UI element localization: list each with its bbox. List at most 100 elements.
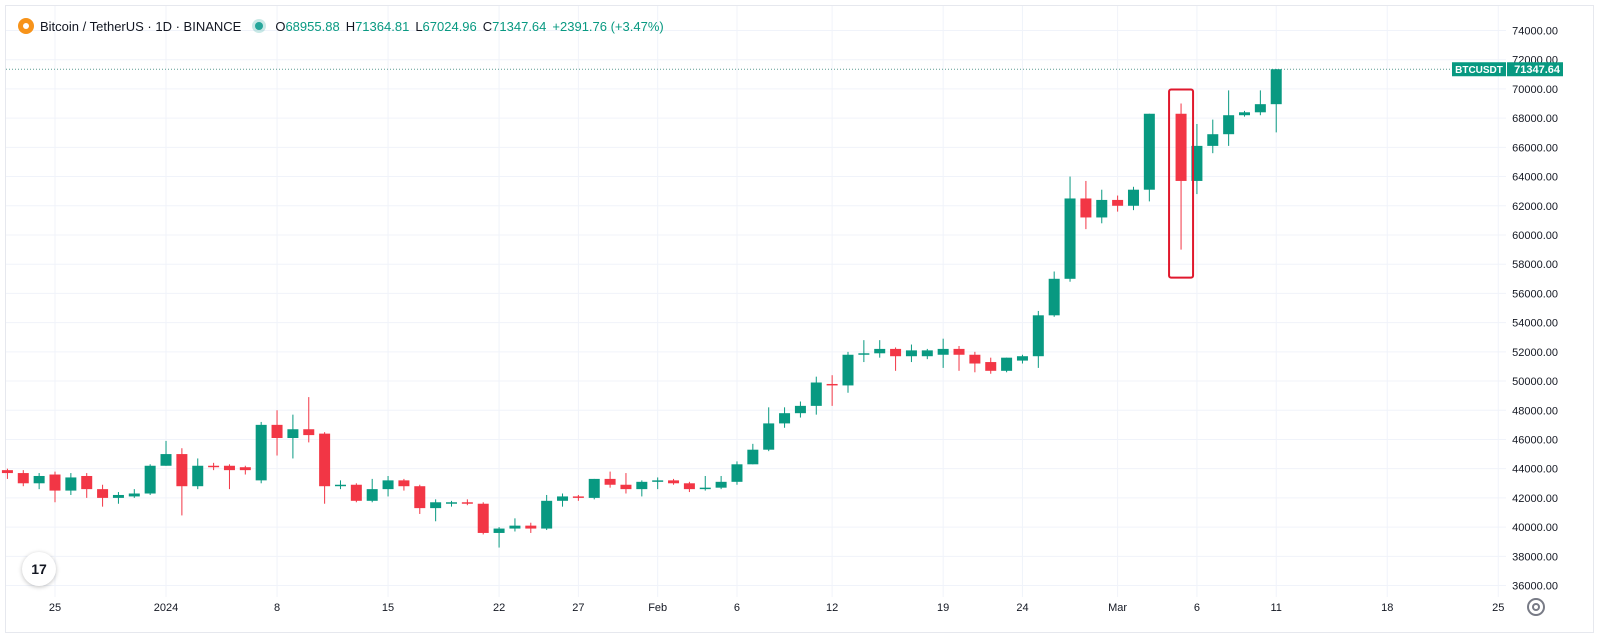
candle-up: [446, 502, 457, 504]
candle-down: [97, 489, 109, 498]
price-tag-symbol: BTCUSDT: [1455, 65, 1503, 76]
candle-up: [921, 350, 933, 357]
tradingview-logo-icon[interactable]: 17: [22, 552, 56, 586]
candle-up: [715, 481, 727, 488]
candle-up: [1254, 104, 1266, 113]
candle-up: [255, 424, 267, 481]
candle-up: [747, 449, 759, 465]
candle-up: [1064, 198, 1076, 279]
candle-up: [334, 484, 346, 487]
close-key: C: [482, 18, 493, 34]
price-tag-symbol-bg: [1452, 62, 1506, 77]
candle-up: [366, 489, 378, 501]
candle-down: [1, 470, 13, 474]
candle-up: [1016, 356, 1028, 361]
candle-down: [985, 362, 997, 371]
candle-up: [636, 481, 648, 490]
y-tick-label: 74000.00: [1512, 26, 1558, 38]
candle-up: [874, 348, 886, 354]
symbol-title[interactable]: Bitcoin / TetherUS · 1D · BINANCE: [40, 18, 242, 34]
x-tick-label: 18: [1381, 602, 1393, 614]
candle-up: [842, 354, 854, 386]
y-tick-label: 36000.00: [1512, 581, 1558, 593]
y-tick-label: 62000.00: [1512, 201, 1558, 213]
y-tick-label: 68000.00: [1512, 113, 1558, 125]
y-tick-label: 46000.00: [1512, 434, 1558, 446]
y-tick-label: 50000.00: [1512, 376, 1558, 388]
candle-up: [1270, 69, 1282, 105]
change-value: +2391.76 (+3.47%): [552, 18, 664, 34]
candle-down: [1112, 199, 1124, 206]
x-tick-label: 15: [382, 602, 394, 614]
candle-down: [890, 348, 902, 357]
candle-up: [144, 465, 156, 494]
candle-up: [430, 502, 442, 509]
candle-down: [477, 503, 489, 533]
candle-up: [588, 478, 600, 498]
x-tick-label: 27: [572, 602, 584, 614]
y-tick-label: 44000.00: [1512, 464, 1558, 476]
close-value: 71347.64: [492, 18, 547, 34]
candle-down: [208, 465, 220, 468]
candle-down: [239, 467, 251, 471]
candle-up: [287, 429, 299, 439]
x-tick-label: 19: [937, 602, 949, 614]
candle-down: [461, 502, 473, 504]
candle-up: [699, 487, 711, 490]
candle-up: [1001, 357, 1013, 371]
candle-up: [33, 475, 45, 484]
x-tick-label: 8: [274, 602, 280, 614]
x-tick-label: 22: [493, 602, 505, 614]
candle-up: [557, 496, 569, 501]
low-key: L: [415, 18, 423, 34]
candle-up: [128, 493, 140, 497]
candle-down: [223, 465, 235, 471]
low-value: 67024.96: [422, 18, 477, 34]
candle-down: [572, 496, 584, 498]
candle-up: [1223, 115, 1235, 135]
y-tick-label: 56000.00: [1512, 288, 1558, 300]
candle-down: [398, 480, 410, 487]
candle-down: [350, 484, 362, 501]
y-tick-label: 70000.00: [1512, 84, 1558, 96]
market-status-icon[interactable]: [255, 22, 264, 30]
candle-down: [414, 486, 426, 509]
chart-frame: [5, 5, 1594, 633]
x-tick-label: 12: [826, 602, 838, 614]
y-tick-label: 42000.00: [1512, 493, 1558, 505]
x-tick-label: 6: [734, 602, 740, 614]
candle-up: [1207, 134, 1219, 146]
candle-down: [1175, 113, 1187, 181]
candle-up: [382, 480, 394, 490]
candle-down: [1080, 198, 1092, 218]
x-tick-label: 25: [49, 602, 61, 614]
candle-down: [81, 475, 93, 490]
x-tick-label: 2024: [154, 602, 178, 614]
candle-up: [1032, 315, 1044, 357]
candle-up: [937, 348, 949, 355]
candle-up: [65, 477, 77, 491]
y-tick-label: 54000.00: [1512, 318, 1558, 330]
candle-up: [1048, 278, 1060, 316]
candle-up: [112, 494, 124, 498]
y-tick-label: 66000.00: [1512, 142, 1558, 154]
candle-up: [652, 480, 664, 482]
candle-down: [953, 348, 965, 355]
candle-up: [541, 500, 553, 529]
y-tick-label: 40000.00: [1512, 522, 1558, 534]
high-key: H: [345, 18, 356, 34]
candle-down: [17, 473, 29, 484]
candle-down: [176, 454, 188, 487]
y-tick-label: 58000.00: [1512, 259, 1558, 271]
candle-up: [794, 405, 806, 414]
candle-up: [160, 454, 172, 466]
candle-up: [731, 464, 743, 482]
x-tick-label: 11: [1271, 602, 1282, 614]
candle-up: [905, 350, 917, 357]
gear-icon[interactable]: [1527, 598, 1545, 616]
highlight-box: [1168, 88, 1195, 279]
candle-up: [763, 423, 775, 450]
candle-down: [683, 483, 695, 490]
